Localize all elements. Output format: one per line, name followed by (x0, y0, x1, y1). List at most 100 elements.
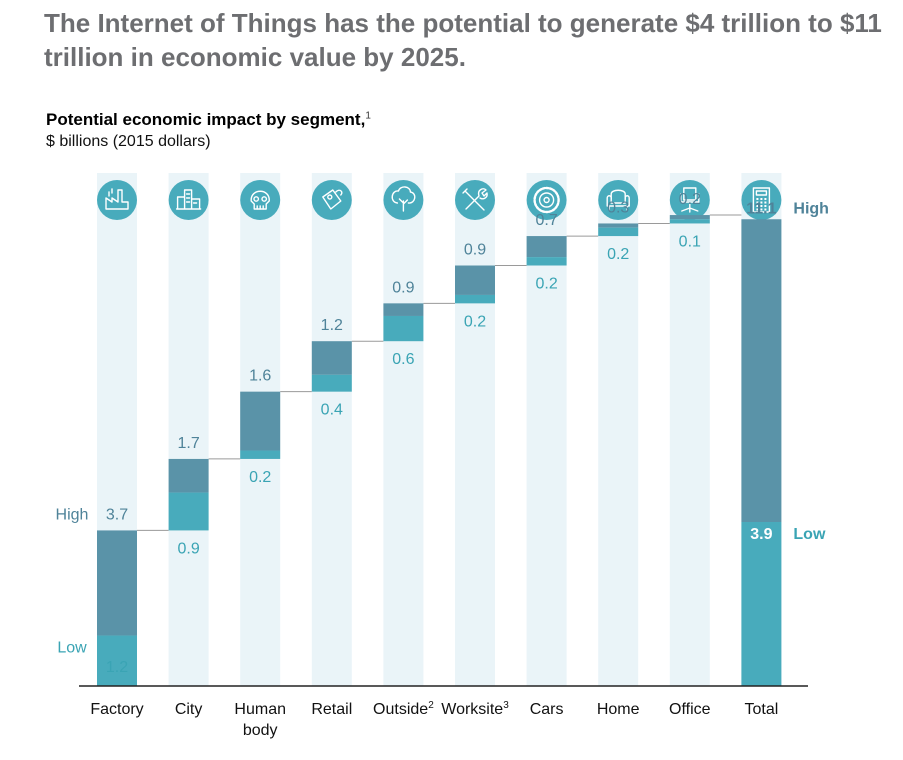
data-label-high: 0.2 (679, 191, 701, 208)
calculator-key (760, 205, 763, 207)
city-buildings-icon (168, 180, 209, 220)
armchair-icon (598, 180, 639, 220)
icon-circle (598, 180, 639, 220)
data-label-low: 0.6 (392, 351, 414, 368)
calculator-icon-stroke (752, 187, 771, 213)
armchair-icon-stroke (610, 189, 626, 200)
data-label-high: 0.9 (392, 279, 414, 296)
category-label: Retail (311, 701, 352, 718)
chart-subtitle: Potential economic impact by segment,1 (46, 110, 371, 130)
tire-hub (543, 196, 550, 204)
retail-tag-icon (311, 180, 352, 220)
data-label-high: 1.2 (321, 317, 343, 334)
data-label-low: 0.2 (607, 246, 629, 263)
data-label-high: 0.7 (535, 212, 557, 229)
column-track (168, 173, 209, 686)
bar-low-portion (168, 492, 209, 531)
tree-icon-stroke (391, 186, 416, 204)
total-low-value: 3.9 (750, 526, 772, 543)
bar-high-portion (598, 223, 639, 228)
data-label-low: 0.2 (535, 276, 557, 293)
bar-high-portion (311, 341, 352, 375)
human-skull-icon-stroke (256, 205, 264, 210)
column-track (455, 173, 495, 686)
retail-tag-icon-stroke (335, 189, 343, 196)
icon-circle (311, 180, 352, 220)
bar-low-portion (455, 294, 495, 304)
bar-low-portion (526, 257, 567, 266)
armchair-icon-stroke (606, 195, 630, 211)
calculator-key (764, 205, 767, 207)
category-label: Factory (90, 701, 143, 718)
total-high-label: High (793, 200, 829, 217)
column-track (383, 173, 424, 686)
office-chair-icon (669, 180, 710, 220)
data-label-high: 1.6 (249, 368, 271, 385)
category-label: Cars (530, 701, 564, 718)
city-buildings-icon-stroke (185, 193, 198, 204)
subtitle-footnote: 1 (365, 110, 371, 122)
tire-icon (526, 180, 567, 220)
calculator-key (764, 198, 767, 200)
category-label-line2: body (243, 722, 278, 739)
tire-rim (538, 192, 555, 208)
column-track (598, 173, 639, 686)
icon-circle (168, 180, 209, 220)
retail-tag-icon-stroke (322, 189, 342, 210)
data-label-high: 0.9 (464, 242, 486, 259)
data-label-low: 0.2 (249, 469, 271, 486)
category-label: Outside2 (373, 700, 434, 718)
icon-circle (526, 180, 567, 220)
bar-high-portion (669, 215, 710, 220)
calculator-key (764, 208, 767, 211)
total-high-value: 11.1 (746, 200, 776, 217)
calculator-key (756, 208, 759, 211)
total-low-label: Low (793, 526, 826, 543)
human-skull-icon (240, 180, 281, 220)
category-label: Human (234, 701, 286, 718)
data-label-low: 0.9 (177, 540, 199, 557)
legend-high-label: High (56, 506, 89, 523)
calculator-key (756, 201, 759, 204)
wrench-tools-icon-stroke (465, 188, 488, 210)
skull-eye (253, 196, 260, 202)
bar-high-portion (168, 458, 209, 493)
category-label: Worksite3 (441, 700, 509, 718)
city-buildings-icon-stroke (175, 189, 202, 210)
calculator-key (756, 205, 759, 207)
bar-high-portion (240, 391, 281, 451)
factory-icon-stroke (105, 189, 129, 210)
bar-high-portion (526, 236, 567, 258)
office-chair-icon-stroke (680, 187, 700, 213)
calculator-key (760, 208, 763, 211)
icon-circle (240, 180, 281, 220)
total-bar-high-portion (741, 219, 782, 523)
tree-icon (383, 180, 424, 220)
data-label-low: 0.1 (679, 233, 701, 250)
bar-low-portion (669, 219, 710, 224)
category-label: Home (597, 701, 640, 718)
icon-circle (97, 180, 137, 220)
column-track (311, 173, 352, 686)
data-label-high: 3.7 (106, 506, 128, 523)
data-label-low: 1.2 (106, 659, 128, 676)
category-label: Total (745, 701, 779, 718)
wrench-tools-icon (455, 180, 495, 220)
calculator-key (756, 198, 759, 200)
chart-subtitle-text: Potential economic impact by segment, (46, 110, 366, 129)
bar-high-portion (97, 530, 137, 636)
tire-tread (533, 186, 560, 214)
calculator-key (760, 198, 763, 200)
calculator-key (764, 201, 767, 204)
bar-high-portion (455, 265, 495, 295)
category-label: Office (669, 701, 711, 718)
office-chair-icon-stroke (680, 193, 700, 203)
legend-low-label: Low (57, 640, 87, 657)
skull-eye (261, 196, 268, 202)
data-label-high: 0.3 (607, 199, 629, 216)
bar-low-portion (97, 635, 137, 686)
calculator-key (760, 201, 763, 204)
factory-icon-stroke (108, 188, 113, 197)
category-label: City (175, 701, 203, 718)
